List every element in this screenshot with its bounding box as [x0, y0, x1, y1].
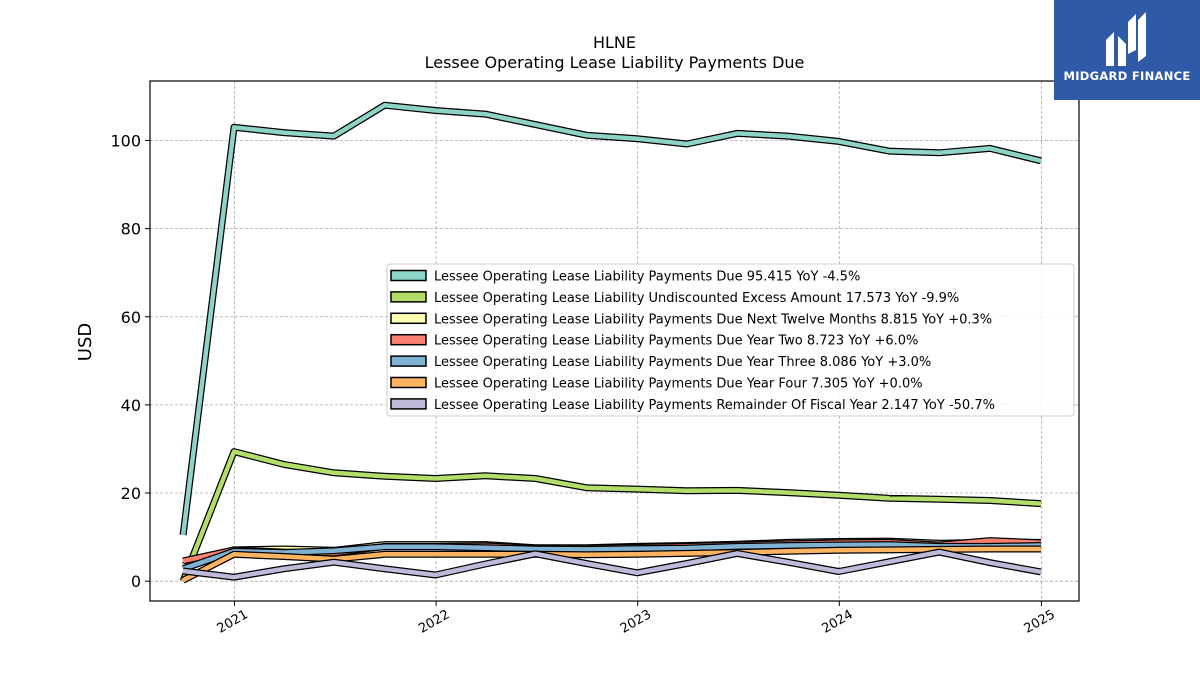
series-line [182, 546, 1041, 583]
y-tick-label: 60 [121, 308, 141, 327]
y-tick-label: 40 [121, 396, 141, 415]
legend-item: Lessee Operating Lease Liability Undisco… [390, 291, 959, 306]
legend-label: Lessee Operating Lease Liability Payment… [434, 398, 995, 413]
chart-title: HLNE [593, 33, 636, 52]
legend-item: Lessee Operating Lease Liability Payment… [390, 312, 992, 327]
series-line [180, 102, 1042, 536]
legend-swatch [390, 312, 427, 325]
legend-item: Lessee Operating Lease Liability Payment… [390, 398, 995, 413]
legend-item: Lessee Operating Lease Liability Payment… [390, 333, 918, 349]
legend-item: Lessee Operating Lease Liability Payment… [390, 355, 931, 370]
legend-swatch [390, 269, 427, 282]
x-tick-label: 2021 [215, 607, 251, 637]
y-tick-label: 20 [121, 484, 141, 503]
x-tick-label: 2024 [819, 607, 855, 637]
y-axis: 0 20 40 60 80 100 [110, 131, 150, 591]
legend-item: Lessee Operating Lease Liability Payment… [390, 376, 923, 392]
x-tick-label: 2022 [416, 607, 452, 637]
legend-swatch [390, 355, 427, 367]
legend-label: Lessee Operating Lease Liability Payment… [434, 334, 918, 349]
legend-label: Lessee Operating Lease Liability Payment… [434, 355, 931, 370]
series-line [181, 449, 1042, 583]
series-lines [179, 101, 1042, 584]
x-tick-label: 2023 [618, 607, 654, 637]
legend-label: Lessee Operating Lease Liability Undisco… [434, 291, 959, 306]
legend-swatch [390, 376, 427, 389]
legend-swatch [390, 398, 427, 410]
legend-label: Lessee Operating Lease Liability Payment… [434, 270, 860, 285]
legend-label: Lessee Operating Lease Liability Payment… [434, 377, 923, 392]
logo-mark-icon [1106, 12, 1146, 66]
series-line [182, 549, 1042, 580]
legend: Lessee Operating Lease Liability Payment… [386, 263, 1075, 417]
x-tick-label: 2025 [1022, 607, 1058, 637]
plot-frame [149, 80, 1080, 602]
chart-subtitle: Lessee Operating Lease Liability Payment… [425, 53, 805, 72]
legend-box [386, 263, 1075, 417]
legend-swatch [390, 291, 427, 303]
legend-swatch [390, 333, 427, 346]
series-line [182, 542, 1041, 571]
brand-name: MIDGARD FINANCE [1063, 69, 1191, 83]
brand-logo: MIDGARD FINANCE [1054, 0, 1200, 100]
y-tick-label: 0 [131, 572, 141, 591]
legend-item: Lessee Operating Lease Liability Payment… [390, 269, 860, 285]
y-tick-label: 100 [110, 131, 141, 150]
y-axis-label: USD [75, 323, 96, 361]
x-axis: 2021 2022 2023 2024 2025 [215, 601, 1058, 637]
legend-label: Lessee Operating Lease Liability Payment… [434, 312, 992, 327]
y-tick-label: 80 [121, 220, 141, 239]
